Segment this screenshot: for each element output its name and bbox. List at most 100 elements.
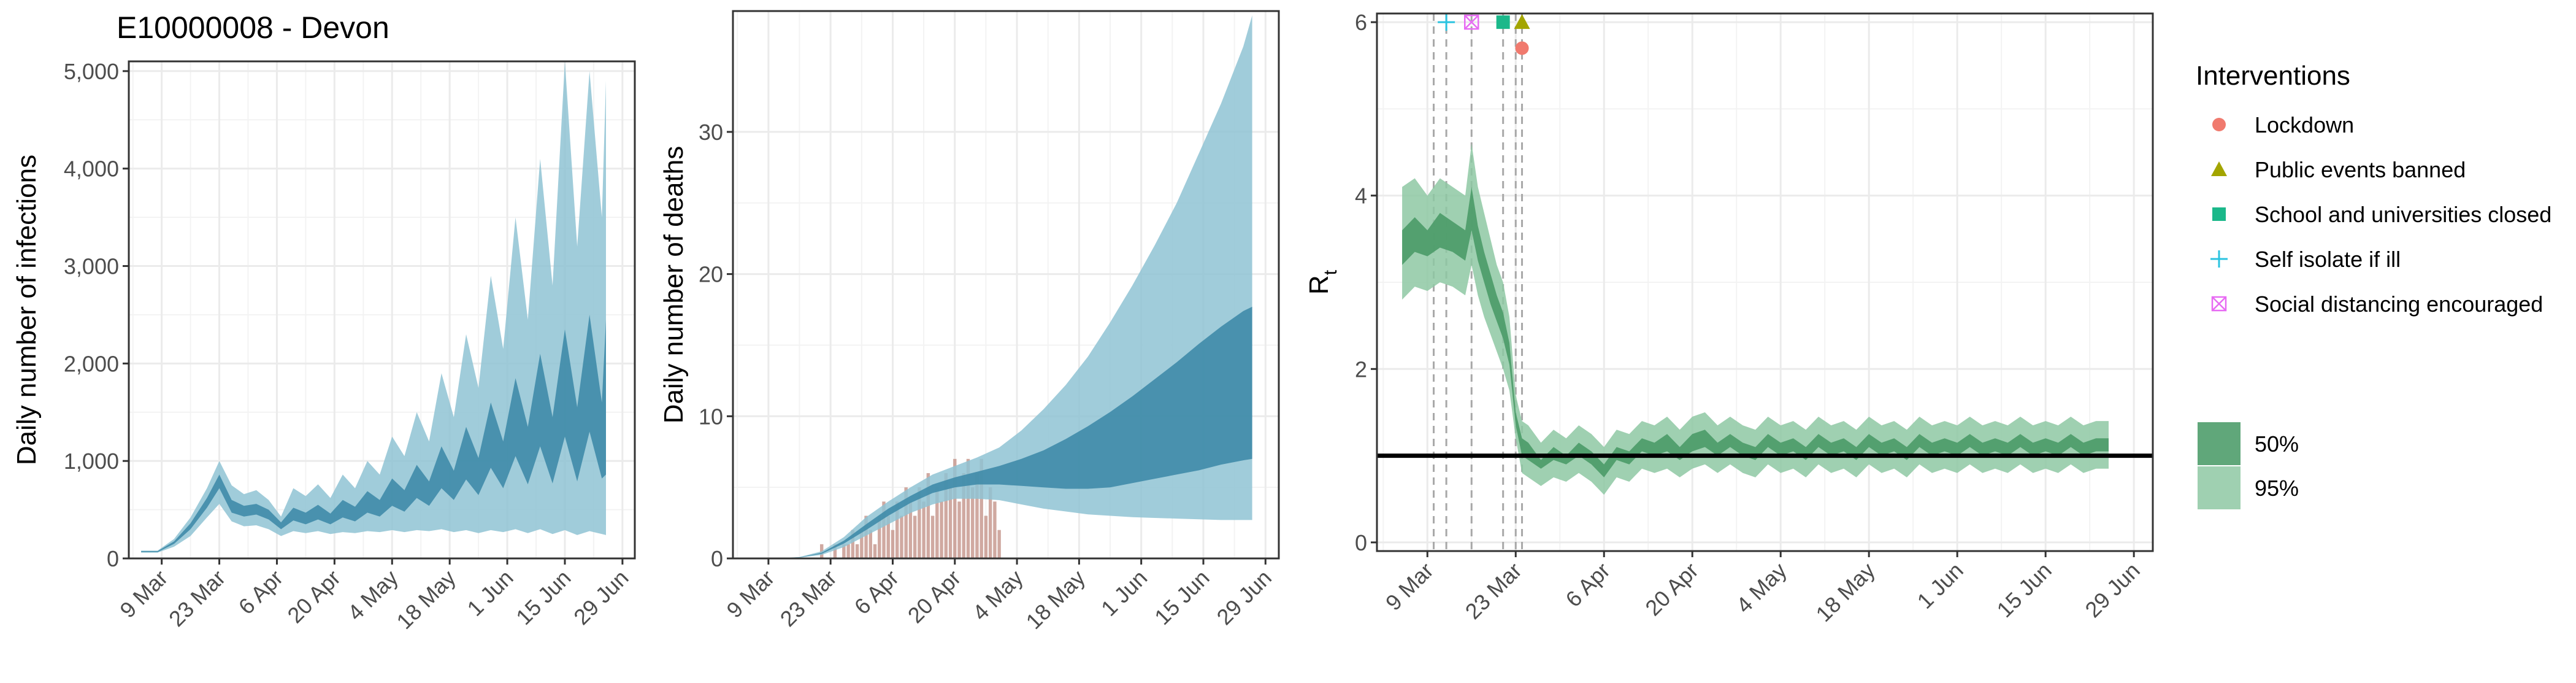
death-bar — [962, 473, 965, 558]
death-bar — [882, 501, 886, 558]
x-tick-label: 29 Jun — [2080, 558, 2144, 622]
y-tick-label: 2,000 — [64, 351, 119, 376]
death-bar — [913, 515, 917, 558]
death-bar — [926, 473, 930, 558]
death-bar — [873, 544, 877, 558]
death-bar — [908, 501, 913, 558]
ci50-band — [1402, 187, 2109, 477]
death-bar — [971, 487, 975, 558]
x-tick-label: 1 Jun — [462, 565, 518, 621]
death-bar — [993, 501, 997, 558]
death-bar — [988, 487, 992, 558]
y-axis-title: Rt — [1304, 269, 1341, 295]
death-bar — [940, 501, 943, 558]
death-bar — [851, 530, 855, 558]
x-tick-label: 15 Jun — [1149, 565, 1214, 630]
x-tick-label: 23 Mar — [164, 565, 230, 631]
legend-title: Interventions — [2196, 61, 2350, 91]
death-bar — [944, 473, 948, 558]
rt-panel: 0 2 4 6 9 Mar 23 Mar 6 Apr 20 Apr 4 May 18 May 1 J… — [1304, 10, 2154, 627]
legend-label: School and universities closed — [2255, 202, 2551, 227]
y-tick-label: 6 — [1355, 10, 1367, 35]
y-tick-label: 30 — [699, 120, 723, 145]
legend-key-triangle — [2211, 161, 2227, 176]
death-bar — [997, 530, 1001, 558]
intervention-marker-triangle — [1514, 14, 1530, 29]
y-tick-label: 20 — [699, 262, 723, 287]
legend-key-boxx — [2211, 296, 2227, 312]
x-tick-label: 20 Apr — [282, 565, 345, 628]
intervention-marker-square — [1496, 15, 1510, 29]
death-bar — [855, 544, 859, 558]
death-bar — [948, 487, 953, 558]
y-tick-label: 5,000 — [64, 59, 119, 84]
x-tick-label: 23 Mar — [775, 565, 841, 631]
legend-key-boxx — [2212, 296, 2226, 311]
x-tick-label: 4 May — [967, 565, 1027, 625]
ci95-band — [1402, 143, 2109, 495]
death-bar — [891, 530, 895, 558]
death-bar — [868, 530, 873, 558]
ci50-band — [141, 314, 607, 552]
intervention-marker-boxx — [1464, 15, 1479, 30]
intervention-marker-circle — [1515, 41, 1529, 55]
ci50-band — [733, 306, 1252, 558]
x-tick-label: 29 Jun — [1212, 565, 1276, 630]
y-tick-label: 4 — [1355, 183, 1367, 209]
death-bar — [900, 515, 903, 558]
x-tick-label: 20 Apr — [1640, 558, 1703, 621]
panel-border — [1376, 12, 2154, 552]
x-tick-label: 18 May — [391, 565, 460, 634]
death-bar — [930, 515, 935, 558]
y-tick-label: 2 — [1355, 357, 1367, 382]
x-tick-label: 15 Jun — [511, 565, 575, 630]
x-tick-label: 6 Apr — [234, 565, 288, 619]
death-bar — [860, 530, 864, 558]
death-bar — [833, 544, 837, 558]
y-tick-label: 1,000 — [64, 449, 119, 474]
legend-label: Self isolate if ill — [2255, 247, 2401, 272]
x-tick-label: 6 Apr — [1560, 558, 1614, 612]
y-tick-label: 0 — [107, 546, 119, 571]
x-tick-label: 18 May — [1021, 565, 1090, 634]
x-tick-label: 4 May — [1731, 558, 1792, 618]
death-bar — [935, 487, 939, 558]
death-bar — [922, 501, 926, 558]
y-tick-label: 3,000 — [64, 254, 119, 279]
death-bar — [953, 458, 957, 558]
y-axis-title: Daily number of infections — [12, 155, 42, 465]
y-axis-title-subscript: t — [1321, 269, 1341, 275]
x-tick-label: 18 May — [1811, 558, 1879, 627]
death-bar — [864, 515, 868, 558]
y-axis-title: Daily number of deaths — [659, 146, 689, 423]
death-bar — [975, 473, 979, 558]
death-bar — [904, 487, 908, 558]
panel-border — [732, 10, 1280, 560]
death-bar — [957, 501, 961, 558]
x-tick-label: 9 Mar — [1381, 558, 1438, 615]
death-bar — [846, 544, 850, 558]
y-tick-label: 4,000 — [64, 156, 119, 182]
panel-border — [128, 60, 636, 560]
death-bar — [895, 501, 899, 558]
y-tick-label: 10 — [699, 404, 723, 429]
x-tick-label: 23 Mar — [1460, 558, 1527, 624]
legend-band-swatch — [2198, 466, 2241, 509]
legend-band-swatch — [2198, 422, 2241, 465]
legend-label: Social distancing encouraged — [2255, 291, 2543, 317]
x-tick-label: 9 Mar — [721, 565, 779, 623]
y-tick-label: 0 — [1355, 530, 1367, 555]
legend-label: Public events banned — [2255, 157, 2466, 182]
legend-key-circle — [2212, 118, 2226, 131]
death-bar — [842, 544, 846, 558]
legend: Interventions Lockdown Public events banne… — [2196, 61, 2551, 509]
death-bar — [984, 515, 988, 558]
death-bar — [878, 515, 881, 558]
legend-band-label: 95% — [2255, 476, 2299, 501]
legend-label: Lockdown — [2255, 112, 2354, 137]
intervention-marker-boxx — [1464, 14, 1479, 30]
x-tick-label: 1 Jun — [1096, 565, 1152, 621]
